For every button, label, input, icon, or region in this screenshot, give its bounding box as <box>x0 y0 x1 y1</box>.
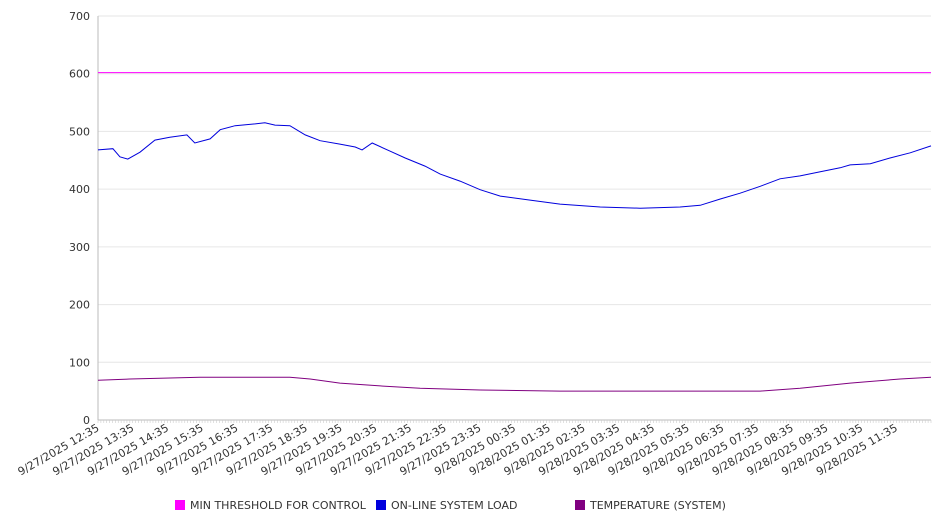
y-tick-label: 200 <box>69 299 90 312</box>
legend: MIN THRESHOLD FOR CONTROL ON-LINE SYSTEM … <box>175 499 726 512</box>
x-axis: 9/27/2025 12:359/27/2025 13:359/27/2025 … <box>16 419 932 478</box>
legend-label: TEMPERATURE (SYSTEM) <box>589 499 726 512</box>
y-tick-label: 0 <box>83 414 90 427</box>
y-axis: 0 100 200 300 400 500 600 700 <box>69 10 99 427</box>
y-tick-label: 500 <box>69 125 90 138</box>
legend-swatch <box>376 500 386 510</box>
legend-label: ON-LINE SYSTEM LOAD <box>391 499 517 512</box>
gridlines <box>98 15 931 363</box>
legend-item[interactable]: ON-LINE SYSTEM LOAD <box>376 499 517 512</box>
y-tick-label: 600 <box>69 68 90 81</box>
series-line-on-line-system-load <box>97 122 932 209</box>
legend-label: MIN THRESHOLD FOR CONTROL <box>190 499 367 512</box>
legend-swatch <box>175 500 185 510</box>
y-tick-label: 400 <box>69 183 90 196</box>
series-line-temperature-system <box>97 376 932 392</box>
legend-item[interactable]: TEMPERATURE (SYSTEM) <box>575 499 726 512</box>
legend-swatch <box>575 500 585 510</box>
y-tick-label: 300 <box>69 241 90 254</box>
y-tick-label: 100 <box>69 356 90 369</box>
series-lines <box>97 72 932 392</box>
y-tick-label: 700 <box>69 10 90 23</box>
legend-item[interactable]: MIN THRESHOLD FOR CONTROL <box>175 499 367 512</box>
